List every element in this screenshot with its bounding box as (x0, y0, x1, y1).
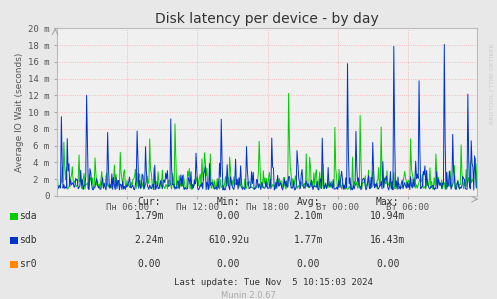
Text: 0.00: 0.00 (217, 211, 241, 222)
Text: 1.79m: 1.79m (134, 211, 164, 222)
Text: sdb: sdb (19, 235, 36, 245)
Text: 610.92u: 610.92u (208, 235, 249, 245)
Text: 0.00: 0.00 (296, 259, 320, 269)
Text: Last update: Tue Nov  5 10:15:03 2024: Last update: Tue Nov 5 10:15:03 2024 (174, 278, 373, 287)
Text: Min:: Min: (217, 197, 241, 207)
Text: Avg:: Avg: (296, 197, 320, 207)
Text: RRDTOOL / TOBI OETIKER: RRDTOOL / TOBI OETIKER (489, 43, 494, 124)
Text: 2.24m: 2.24m (134, 235, 164, 245)
Text: 2.10m: 2.10m (293, 211, 323, 222)
Text: 16.43m: 16.43m (370, 235, 405, 245)
Text: 0.00: 0.00 (217, 259, 241, 269)
Text: 10.94m: 10.94m (370, 211, 405, 222)
Text: sda: sda (19, 211, 36, 222)
Y-axis label: Average IO Wait (seconds): Average IO Wait (seconds) (15, 52, 24, 172)
Text: sr0: sr0 (19, 259, 36, 269)
Text: Cur:: Cur: (137, 197, 161, 207)
Title: Disk latency per device - by day: Disk latency per device - by day (155, 12, 379, 26)
Text: 0.00: 0.00 (137, 259, 161, 269)
Text: Max:: Max: (376, 197, 400, 207)
Text: 0.00: 0.00 (376, 259, 400, 269)
Text: 1.77m: 1.77m (293, 235, 323, 245)
Text: Munin 2.0.67: Munin 2.0.67 (221, 291, 276, 299)
